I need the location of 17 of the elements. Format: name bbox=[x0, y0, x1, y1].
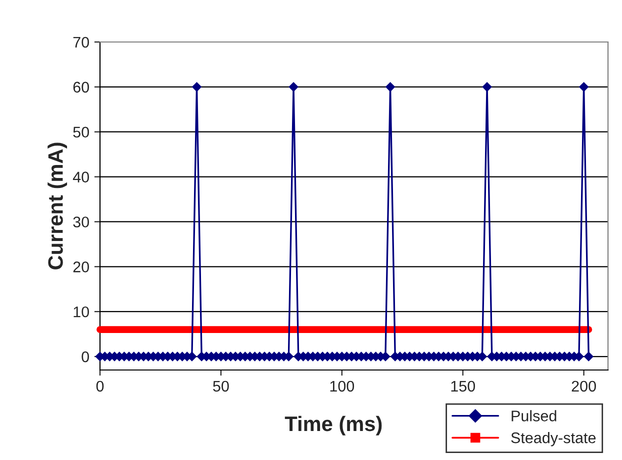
x-tick-label: 50 bbox=[213, 380, 229, 392]
y-tick-label: 10 bbox=[74, 306, 89, 318]
y-tick-label: 20 bbox=[73, 262, 89, 272]
x-axis-title: Time (ms) bbox=[284, 416, 382, 436]
x-tick-label: 200 bbox=[572, 380, 596, 392]
y-tick-label: 0 bbox=[82, 351, 89, 362]
x-tick-label: 0 bbox=[96, 380, 104, 392]
legend-label: Pulsed bbox=[512, 410, 556, 422]
y-tick-label: 30 bbox=[73, 216, 89, 228]
y-tick-label: 60 bbox=[73, 82, 89, 93]
x-tick-label: 150 bbox=[451, 380, 476, 392]
x-tick-label: 100 bbox=[330, 380, 354, 392]
legend-label: Steady-state bbox=[511, 432, 596, 446]
y-tick-label: 50 bbox=[73, 126, 89, 138]
y-tick-label: 40 bbox=[72, 172, 89, 182]
y-axis-title: Current (mA) bbox=[48, 142, 68, 270]
y-tick-label: 70 bbox=[73, 36, 89, 48]
